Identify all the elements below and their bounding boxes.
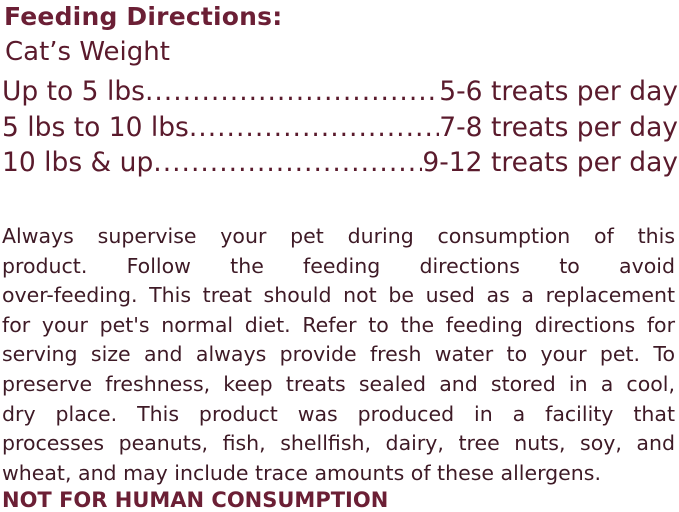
treat-amount: 5-6 treats per day (439, 76, 678, 107)
treat-amount: 9-12 treats per day (422, 147, 678, 178)
paragraph-line: wheat, and may include trace amounts of … (2, 460, 601, 485)
paragraph-line: dry place. This product was produced in … (2, 401, 675, 426)
paragraph-line: product. Follow the feeding directions t… (2, 253, 675, 278)
weight-range: Up to 5 lbs (2, 76, 145, 107)
safety-paragraph: Always supervise your pet during consump… (2, 222, 675, 488)
paragraph-line: Always supervise your pet during consump… (2, 224, 675, 248)
feeding-directions-title: Feeding Directions: (4, 2, 283, 31)
weight-range: 5 lbs to 10 lbs (2, 111, 189, 143)
paragraph-line: serving size and always provide fresh wa… (2, 342, 675, 367)
cats-weight-label: Cat’s Weight (5, 37, 170, 67)
feeding-row: Up to 5 lbs 5-6 treats per day (2, 76, 678, 112)
warning-text: NOT FOR HUMAN CONSUMPTION (2, 488, 389, 512)
treat-amount: 7-8 treats per day (439, 111, 678, 143)
paragraph-line: preserve freshness, keep treats sealed a… (2, 371, 675, 396)
dot-leader (145, 76, 439, 107)
paragraph-line: for your pet's normal diet. Refer to the… (2, 312, 675, 337)
feeding-row: 10 lbs & up 9-12 treats per day (2, 147, 678, 183)
feeding-table: Up to 5 lbs 5-6 treats per day 5 lbs to … (2, 76, 678, 183)
dot-leader (153, 147, 422, 178)
dot-leader (189, 112, 439, 143)
weight-range: 10 lbs & up (2, 147, 154, 178)
feeding-row: 5 lbs to 10 lbs 7-8 treats per day (2, 112, 678, 148)
paragraph-line: over-feeding. This treat should not be u… (2, 283, 675, 308)
paragraph-line: processes peanuts, fish, shellfish, dair… (2, 431, 675, 456)
